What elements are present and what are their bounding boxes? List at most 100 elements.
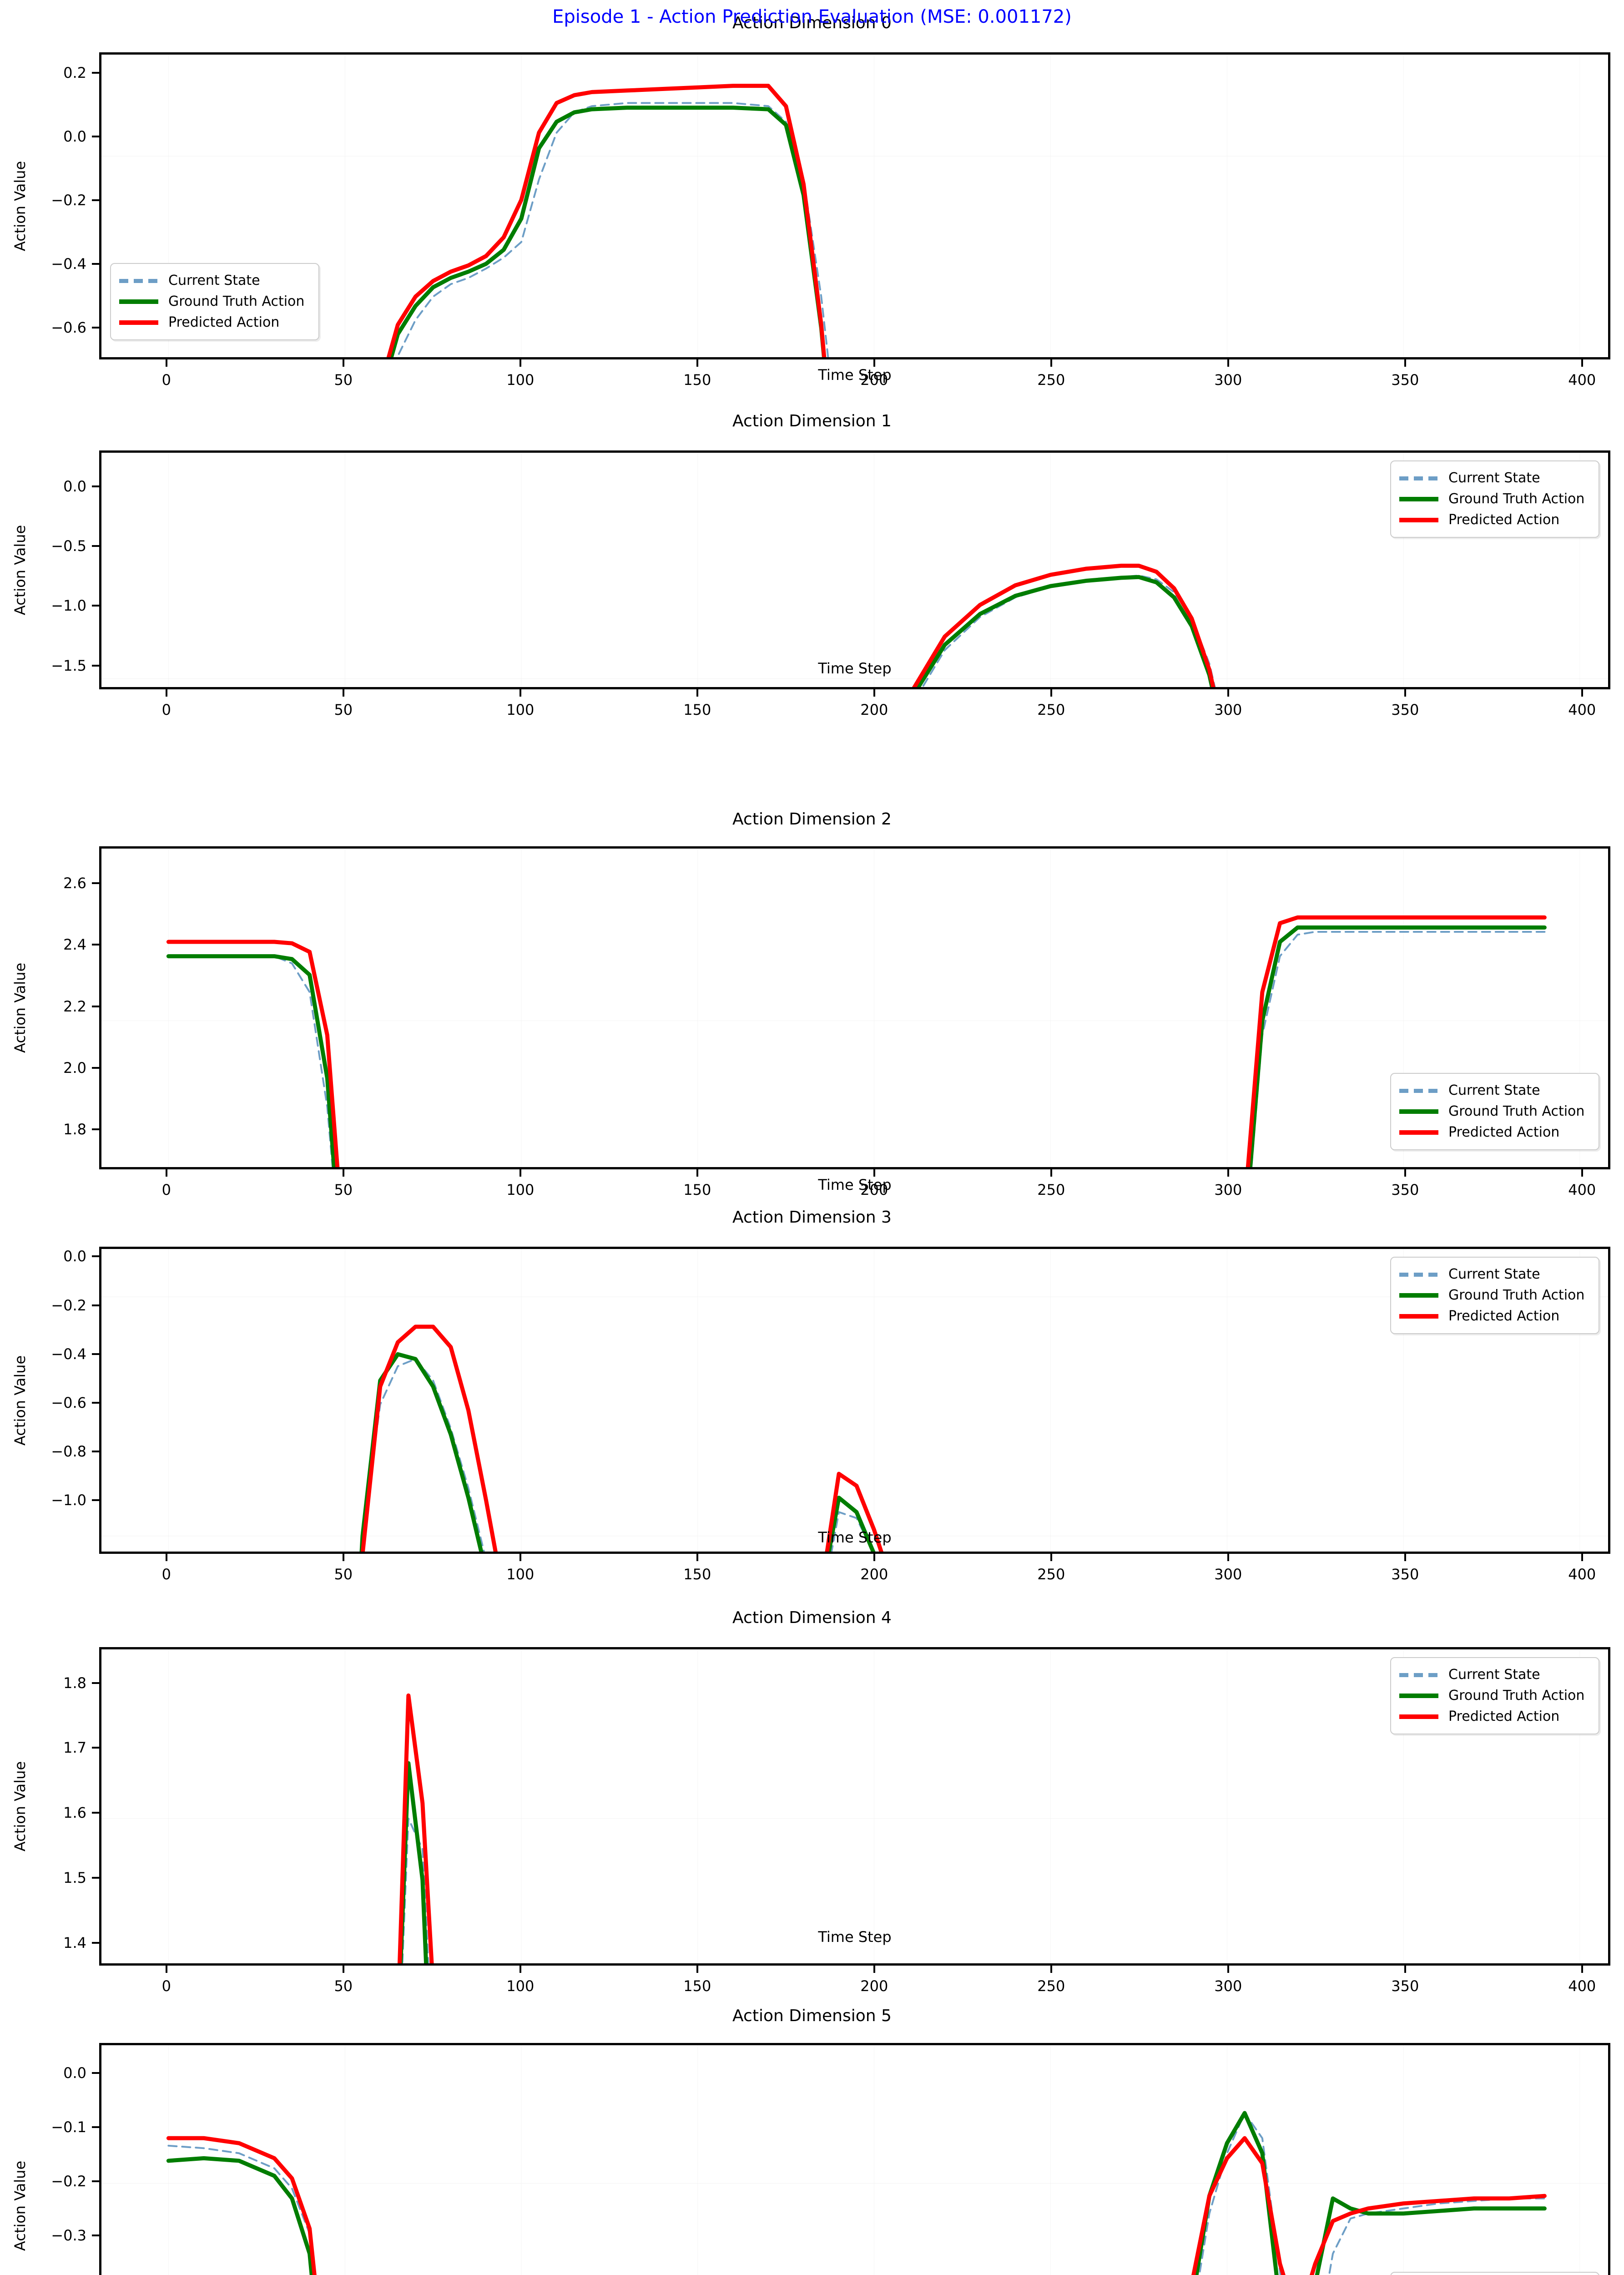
subplot-title: Action Dimension 4 bbox=[732, 1608, 892, 1627]
x-tick-label: 0 bbox=[161, 1181, 171, 1198]
y-tick-label: 1.6 bbox=[63, 1804, 86, 1822]
legend-label: Current State bbox=[1448, 1266, 1540, 1282]
y-tick-mark bbox=[92, 327, 99, 329]
y-tick-label: −0.6 bbox=[51, 319, 86, 337]
x-tick-label: 350 bbox=[1391, 701, 1419, 718]
x-tick-mark bbox=[1581, 1169, 1583, 1177]
x-tick-mark bbox=[165, 1554, 167, 1561]
y-tick-mark bbox=[92, 545, 99, 547]
x-tick-mark bbox=[519, 1169, 521, 1177]
series-line bbox=[168, 2138, 1544, 2275]
x-tick-label: 250 bbox=[1037, 371, 1065, 389]
y-tick-label: 1.8 bbox=[63, 1121, 86, 1138]
x-tick-mark bbox=[1227, 1554, 1229, 1561]
x-tick-label: 350 bbox=[1391, 1181, 1419, 1198]
x-tick-mark bbox=[1227, 359, 1229, 367]
y-tick-mark bbox=[92, 1451, 99, 1452]
figure-suptitle: Episode 1 - Action Prediction Evaluation… bbox=[552, 6, 1072, 27]
legend-item[interactable]: Current State bbox=[119, 270, 308, 291]
y-tick-label: −0.4 bbox=[51, 1345, 86, 1363]
x-tick-mark bbox=[1404, 1554, 1406, 1561]
y-tick-mark bbox=[92, 1067, 99, 1069]
legend-item[interactable]: Predicted Action bbox=[1399, 1706, 1589, 1727]
y-tick-label: 1.5 bbox=[63, 1869, 86, 1887]
x-tick-label: 100 bbox=[506, 1977, 535, 1995]
x-tick-mark bbox=[696, 1169, 698, 1177]
x-tick-label: 400 bbox=[1568, 1181, 1596, 1198]
x-tick-mark bbox=[342, 689, 344, 697]
legend-item[interactable]: Predicted Action bbox=[119, 312, 308, 333]
legend-item[interactable]: Predicted Action bbox=[1399, 510, 1589, 531]
y-tick-label: 0.2 bbox=[63, 64, 86, 82]
y-axis-label: Action Value bbox=[11, 525, 29, 615]
y-tick-mark bbox=[92, 263, 99, 265]
legend-item[interactable]: Ground Truth Action bbox=[1399, 1101, 1589, 1122]
y-axis-label: Action Value bbox=[11, 1355, 29, 1446]
x-tick-mark bbox=[873, 689, 875, 697]
y-tick-label: 1.8 bbox=[63, 1674, 86, 1692]
x-tick-label: 150 bbox=[683, 371, 711, 389]
legend-item[interactable]: Current State bbox=[1399, 1080, 1589, 1101]
y-tick-mark bbox=[92, 1747, 99, 1749]
x-tick-mark bbox=[1050, 1169, 1052, 1177]
x-tick-mark bbox=[165, 689, 167, 697]
x-tick-label: 200 bbox=[860, 1566, 888, 1583]
plot-canvas bbox=[101, 453, 1608, 689]
x-tick-mark bbox=[519, 1554, 521, 1561]
x-tick-label: 0 bbox=[161, 1566, 171, 1583]
x-tick-label: 350 bbox=[1391, 371, 1419, 389]
legend-item[interactable]: Current State bbox=[1399, 1264, 1589, 1285]
x-tick-label: 300 bbox=[1214, 1566, 1242, 1583]
legend-item[interactable]: Current State bbox=[1399, 1664, 1589, 1685]
series-line bbox=[168, 1359, 1544, 1554]
x-tick-label: 400 bbox=[1568, 371, 1596, 389]
series-line bbox=[168, 2113, 1544, 2275]
x-tick-label: 100 bbox=[506, 1566, 535, 1583]
y-tick-label: −0.8 bbox=[51, 1443, 86, 1460]
y-tick-mark bbox=[92, 1128, 99, 1131]
series-line bbox=[168, 86, 1544, 359]
series-line bbox=[168, 1695, 1544, 1966]
x-tick-mark bbox=[1227, 689, 1229, 697]
x-tick-mark bbox=[165, 1169, 167, 1177]
x-tick-mark bbox=[873, 1169, 875, 1177]
y-tick-mark bbox=[92, 1682, 99, 1684]
plot-axes bbox=[99, 1247, 1610, 1554]
legend-item[interactable]: Ground Truth Action bbox=[119, 291, 308, 312]
x-tick-label: 200 bbox=[860, 701, 888, 718]
x-tick-label: 250 bbox=[1037, 1566, 1065, 1583]
series-line bbox=[168, 1354, 1544, 1554]
x-tick-mark bbox=[1404, 1966, 1406, 1973]
x-tick-mark bbox=[1050, 359, 1052, 367]
plot-canvas bbox=[101, 2045, 1608, 2275]
y-tick-label: −1.0 bbox=[51, 1491, 86, 1509]
legend-label: Current State bbox=[1448, 1082, 1540, 1098]
x-tick-label: 350 bbox=[1391, 1977, 1419, 1995]
x-tick-label: 300 bbox=[1214, 1977, 1242, 1995]
legend-item[interactable]: Ground Truth Action bbox=[1399, 1285, 1589, 1306]
legend-item[interactable]: Ground Truth Action bbox=[1399, 489, 1589, 510]
x-tick-mark bbox=[1227, 1966, 1229, 1973]
y-tick-mark bbox=[92, 1877, 99, 1879]
gridlines bbox=[101, 849, 1608, 1169]
y-tick-mark bbox=[92, 2180, 99, 2182]
legend-item[interactable]: Predicted Action bbox=[1399, 1122, 1589, 1143]
x-tick-label: 200 bbox=[860, 1181, 888, 1198]
legend-item[interactable]: Current State bbox=[1399, 468, 1589, 489]
legend-item[interactable]: Predicted Action bbox=[1399, 1306, 1589, 1327]
y-tick-label: 0.0 bbox=[63, 1248, 86, 1265]
legend-label: Predicted Action bbox=[1448, 1124, 1560, 1140]
y-tick-label: 2.0 bbox=[63, 1059, 86, 1077]
series-line bbox=[168, 917, 1544, 1169]
x-tick-mark bbox=[696, 1966, 698, 1973]
x-tick-label: 100 bbox=[506, 1181, 535, 1198]
x-tick-label: 300 bbox=[1214, 371, 1242, 389]
y-tick-label: −0.6 bbox=[51, 1394, 86, 1411]
legend-item[interactable]: Ground Truth Action bbox=[1399, 1685, 1589, 1706]
y-axis-label: Action Value bbox=[11, 161, 29, 251]
